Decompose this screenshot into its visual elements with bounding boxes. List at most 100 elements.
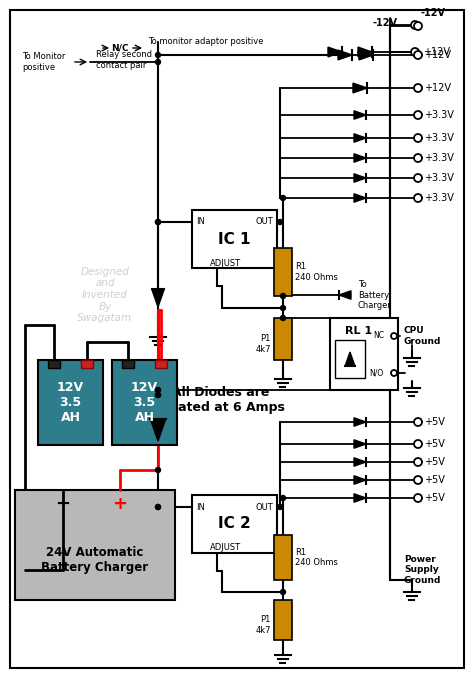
Polygon shape <box>354 476 366 484</box>
Circle shape <box>277 505 283 509</box>
Polygon shape <box>338 50 352 60</box>
Circle shape <box>414 458 422 466</box>
Polygon shape <box>150 419 166 441</box>
Circle shape <box>414 111 422 119</box>
Text: +3.3V: +3.3V <box>424 110 454 120</box>
Text: P1
4k7: P1 4k7 <box>255 334 271 354</box>
Bar <box>122 360 134 368</box>
Circle shape <box>155 387 161 393</box>
Circle shape <box>155 393 161 398</box>
Text: IC 2: IC 2 <box>218 516 251 531</box>
Circle shape <box>414 154 422 162</box>
Text: 12V
3.5
AH: 12V 3.5 AH <box>57 381 84 424</box>
Text: Power
Supply
Ground: Power Supply Ground <box>404 555 441 585</box>
Bar <box>192 495 277 553</box>
Text: RL 1: RL 1 <box>346 326 373 336</box>
Bar <box>274 318 292 360</box>
Circle shape <box>155 505 161 509</box>
Bar <box>192 210 277 268</box>
Text: +3.3V: +3.3V <box>424 193 454 203</box>
Circle shape <box>391 370 397 376</box>
Polygon shape <box>354 458 366 466</box>
Circle shape <box>277 220 283 224</box>
Text: N/O: N/O <box>370 368 384 378</box>
Circle shape <box>411 48 419 56</box>
Text: −: − <box>55 495 71 513</box>
Text: ADJUST: ADJUST <box>210 258 241 267</box>
Circle shape <box>281 496 285 501</box>
Text: +12V: +12V <box>424 83 451 93</box>
Polygon shape <box>354 110 366 119</box>
Circle shape <box>411 21 419 29</box>
Circle shape <box>155 220 161 224</box>
Bar <box>274 248 292 296</box>
Text: IN: IN <box>196 218 205 226</box>
Bar <box>274 600 292 640</box>
Circle shape <box>155 393 161 398</box>
Polygon shape <box>152 289 164 307</box>
Circle shape <box>155 59 161 65</box>
Circle shape <box>414 476 422 484</box>
Text: +12V: +12V <box>424 50 451 60</box>
Text: ADJUST: ADJUST <box>210 544 241 552</box>
Text: +5V: +5V <box>424 493 445 503</box>
Text: Designed
and
Invented
By
Swagatam: Designed and Invented By Swagatam <box>77 267 133 323</box>
Polygon shape <box>354 174 366 182</box>
Text: All Diodes are
rated at 6 Amps: All Diodes are rated at 6 Amps <box>172 386 285 414</box>
Text: IC 1: IC 1 <box>218 231 251 246</box>
Bar <box>274 535 292 580</box>
Text: +3.3V: +3.3V <box>424 173 454 183</box>
Bar <box>48 360 60 368</box>
Text: +12V: +12V <box>423 47 450 57</box>
Text: +5V: +5V <box>424 475 445 485</box>
Circle shape <box>155 220 161 224</box>
Polygon shape <box>354 194 366 202</box>
Text: +5V: +5V <box>424 417 445 427</box>
Bar <box>330 318 398 390</box>
Text: NC: NC <box>373 331 384 340</box>
Text: CPU
Ground: CPU Ground <box>404 326 441 346</box>
Polygon shape <box>354 154 366 162</box>
Text: N/C: N/C <box>111 44 129 53</box>
Text: R1
240 Ohms: R1 240 Ohms <box>295 548 338 567</box>
Bar <box>155 360 167 368</box>
Circle shape <box>414 194 422 202</box>
Polygon shape <box>345 352 355 366</box>
Text: -12V: -12V <box>373 18 398 28</box>
Circle shape <box>414 51 422 59</box>
Circle shape <box>155 53 161 57</box>
Bar <box>112 360 177 445</box>
Polygon shape <box>358 47 372 57</box>
Text: R1
240 Ohms: R1 240 Ohms <box>295 263 338 282</box>
Polygon shape <box>359 50 373 60</box>
Circle shape <box>155 505 161 509</box>
Bar <box>335 340 365 378</box>
Text: To
Battery
Charger: To Battery Charger <box>358 280 392 310</box>
Text: IN: IN <box>196 503 205 512</box>
Bar <box>38 360 103 445</box>
Polygon shape <box>354 440 366 448</box>
Text: OUT: OUT <box>255 503 273 512</box>
Circle shape <box>414 134 422 142</box>
Polygon shape <box>339 291 351 299</box>
Bar <box>15 490 175 600</box>
Circle shape <box>414 494 422 502</box>
Text: +5V: +5V <box>424 457 445 467</box>
Text: +5V: +5V <box>424 439 445 449</box>
Text: +3.3V: +3.3V <box>424 153 454 163</box>
Circle shape <box>391 333 397 339</box>
Text: -12V: -12V <box>421 8 446 18</box>
Polygon shape <box>354 134 366 143</box>
Text: Relay second
contact pair: Relay second contact pair <box>96 50 152 70</box>
Text: OUT: OUT <box>255 218 273 226</box>
Text: 12V
3.5
AH: 12V 3.5 AH <box>131 381 158 424</box>
Circle shape <box>414 22 422 30</box>
Circle shape <box>414 84 422 92</box>
Text: To Monitor
positive: To Monitor positive <box>22 53 65 72</box>
Text: 24V Automatic
Battery Charger: 24V Automatic Battery Charger <box>41 546 148 574</box>
Polygon shape <box>354 418 366 426</box>
Circle shape <box>155 467 161 473</box>
Polygon shape <box>328 47 342 57</box>
Text: P1
4k7: P1 4k7 <box>255 615 271 635</box>
Circle shape <box>414 418 422 426</box>
